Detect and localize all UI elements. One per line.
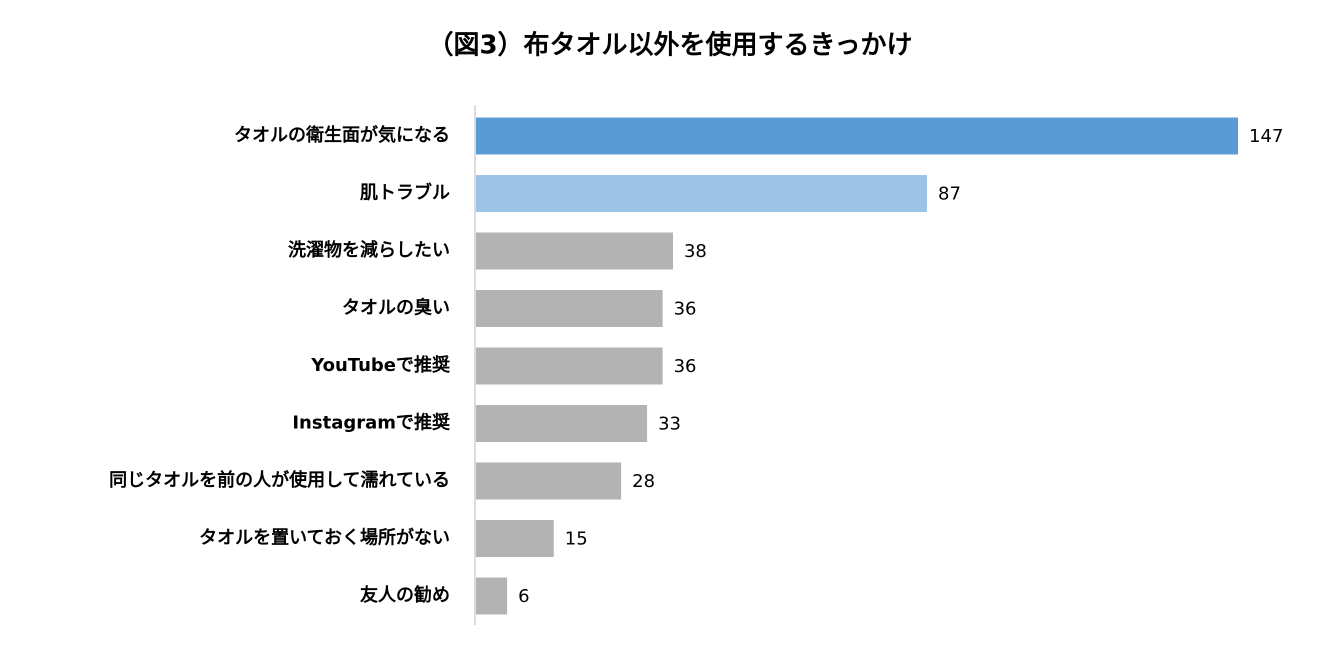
category-label: Instagramで推奨 bbox=[292, 412, 451, 434]
category-label: 洗濯物を減らしたい bbox=[288, 239, 450, 261]
value-label: 36 bbox=[674, 356, 697, 377]
value-label: 33 bbox=[658, 414, 681, 435]
category-label: 友人の勧め bbox=[360, 584, 450, 606]
bar bbox=[476, 175, 928, 212]
value-label: 38 bbox=[684, 241, 707, 262]
category-label: タオルの衛生面が気になる bbox=[234, 124, 450, 146]
bar bbox=[476, 232, 673, 270]
bar bbox=[476, 520, 554, 557]
bar bbox=[476, 462, 622, 500]
value-label: 147 bbox=[1249, 126, 1283, 147]
value-label: 15 bbox=[565, 529, 588, 550]
bar bbox=[476, 290, 663, 327]
value-label: 87 bbox=[938, 184, 961, 205]
bar bbox=[476, 117, 1239, 155]
category-label: タオルの臭い bbox=[342, 297, 450, 319]
category-label: YouTubeで推奨 bbox=[310, 354, 451, 376]
category-label: 同じタオルを前の人が使用して濡れている bbox=[109, 469, 450, 491]
value-label: 28 bbox=[632, 471, 655, 492]
value-label: 36 bbox=[674, 299, 697, 320]
category-label: 肌トラブル bbox=[360, 182, 450, 204]
bar bbox=[476, 405, 648, 442]
value-label: 6 bbox=[518, 586, 529, 607]
chart-title: （図3）布タオル以外を使用するきっかけ bbox=[427, 31, 912, 61]
bar bbox=[476, 347, 663, 385]
bar bbox=[476, 577, 508, 615]
category-label: タオルを置いておく場所がない bbox=[199, 527, 450, 549]
